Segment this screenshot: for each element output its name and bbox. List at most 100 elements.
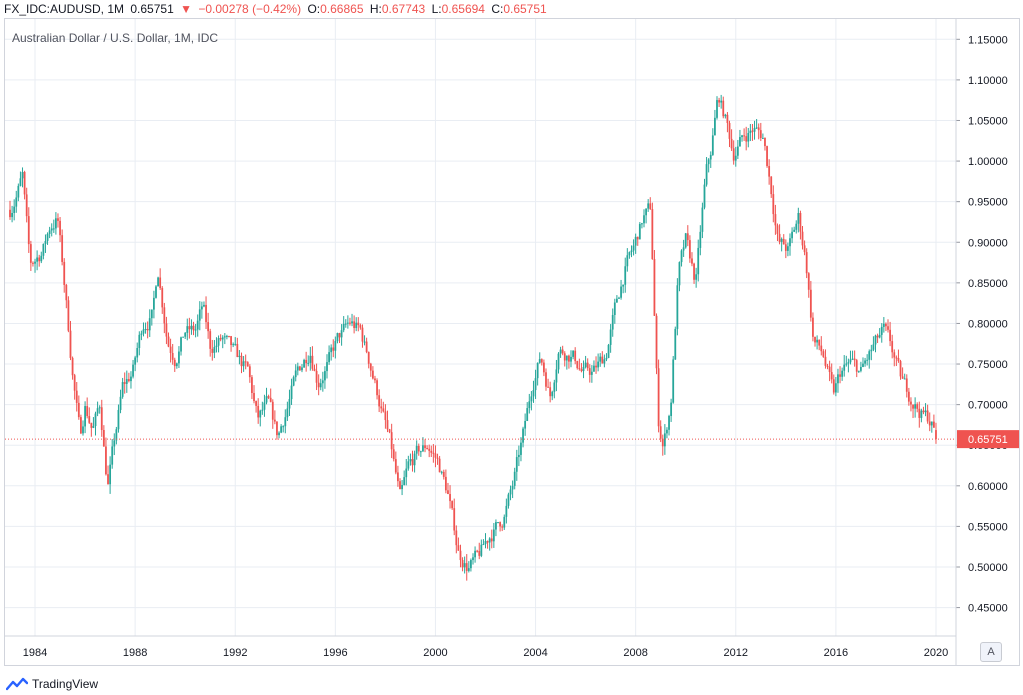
candle-body bbox=[34, 261, 36, 264]
y-tick-label: 0.80000 bbox=[968, 318, 1008, 330]
candle-body bbox=[324, 371, 326, 381]
y-tick-label: 0.85000 bbox=[968, 278, 1008, 290]
candle-body bbox=[200, 306, 203, 310]
candle-body bbox=[413, 453, 416, 466]
candle-body bbox=[547, 386, 549, 388]
candle-body bbox=[478, 550, 481, 556]
candle-body bbox=[180, 337, 182, 352]
candle-body bbox=[524, 420, 527, 429]
candle-body bbox=[23, 171, 26, 195]
candle-body bbox=[115, 429, 118, 441]
candle-body bbox=[549, 387, 552, 397]
candle-body bbox=[797, 212, 800, 224]
candle-body bbox=[703, 184, 706, 208]
x-tick-label: 2020 bbox=[924, 647, 948, 659]
candle-body bbox=[405, 468, 408, 478]
candle-body bbox=[866, 359, 869, 361]
candle-body bbox=[173, 359, 176, 367]
candle-body bbox=[707, 159, 710, 165]
candle-body bbox=[572, 350, 574, 357]
candle-body bbox=[221, 337, 224, 340]
candle-body bbox=[753, 128, 756, 132]
candle-body bbox=[751, 130, 754, 132]
candle-body bbox=[230, 336, 232, 346]
candle-body bbox=[303, 359, 305, 368]
candle-body bbox=[167, 336, 170, 347]
candle-body bbox=[136, 348, 139, 358]
x-tick-label: 1992 bbox=[223, 647, 247, 659]
candle-body bbox=[438, 458, 441, 473]
candle-body bbox=[918, 408, 921, 418]
y-tick-label: 1.05000 bbox=[968, 115, 1008, 127]
candle-body bbox=[188, 326, 191, 330]
candle-body bbox=[71, 357, 74, 376]
candle-body bbox=[897, 358, 900, 362]
candle-body bbox=[388, 429, 391, 433]
candle-body bbox=[930, 421, 933, 426]
candle-body bbox=[311, 355, 314, 369]
candle-body bbox=[305, 359, 308, 364]
candle-body bbox=[403, 477, 406, 486]
candle-body bbox=[273, 419, 276, 422]
candle-body bbox=[319, 383, 322, 388]
low-label: L: bbox=[431, 2, 442, 16]
candle-body bbox=[390, 432, 393, 450]
y-tick-label: 0.90000 bbox=[968, 237, 1008, 249]
candle-body bbox=[467, 568, 470, 571]
candle-body bbox=[196, 320, 199, 330]
candle-body bbox=[724, 114, 727, 117]
candle-body bbox=[880, 326, 883, 335]
candle-body bbox=[870, 349, 873, 352]
auto-scale-button[interactable]: A bbox=[980, 642, 1002, 662]
symbol-name[interactable]: FX_IDC:AUDUSD, 1M bbox=[4, 2, 125, 16]
candle-body bbox=[226, 335, 228, 337]
candle-body bbox=[449, 493, 451, 502]
candle-body bbox=[125, 379, 128, 384]
candle-body bbox=[171, 352, 174, 360]
candle-body bbox=[843, 364, 846, 371]
candle-body bbox=[680, 250, 683, 263]
candle-body bbox=[334, 341, 337, 351]
candle-body bbox=[563, 353, 566, 361]
tradingview-branding[interactable]: TradingView bbox=[6, 675, 98, 693]
candle-body bbox=[532, 390, 535, 397]
down-arrow-icon: ▼ bbox=[180, 2, 192, 16]
candle-body bbox=[895, 357, 898, 359]
candle-body bbox=[845, 363, 848, 365]
candle-body bbox=[814, 336, 816, 343]
symbol-header: FX_IDC:AUDUSD, 1M 0.65751 ▼ −0.00278 (−0… bbox=[4, 0, 550, 18]
candle-body bbox=[889, 329, 891, 342]
last-price-tag-label: 0.65751 bbox=[968, 434, 1008, 446]
candle-body bbox=[684, 233, 687, 248]
candle-body bbox=[359, 325, 362, 328]
candle-body bbox=[142, 329, 145, 334]
candle-body bbox=[714, 117, 716, 136]
candle-body bbox=[32, 262, 34, 264]
candle-body bbox=[768, 166, 771, 177]
candle-body bbox=[215, 345, 218, 347]
candle-body bbox=[615, 298, 618, 303]
candle-body bbox=[474, 550, 476, 558]
candle-body bbox=[77, 402, 80, 418]
candle-body bbox=[253, 393, 255, 402]
candle-body bbox=[365, 341, 368, 352]
candle-body bbox=[607, 344, 610, 358]
candle-body bbox=[780, 238, 783, 242]
candle-body bbox=[747, 132, 750, 142]
candle-body bbox=[899, 361, 902, 377]
candle-body bbox=[597, 361, 600, 368]
candle-body bbox=[107, 474, 109, 485]
candle-body bbox=[52, 228, 55, 230]
candle-body bbox=[472, 557, 474, 561]
candle-body bbox=[298, 366, 301, 371]
candle-body bbox=[851, 358, 854, 360]
candle-body bbox=[238, 355, 241, 358]
candle-body bbox=[799, 212, 802, 232]
candle-body bbox=[301, 367, 303, 371]
candle-body bbox=[17, 185, 20, 198]
candle-body bbox=[772, 194, 775, 215]
candle-body bbox=[778, 233, 781, 242]
candle-body bbox=[265, 396, 268, 403]
candle-body bbox=[530, 396, 533, 402]
